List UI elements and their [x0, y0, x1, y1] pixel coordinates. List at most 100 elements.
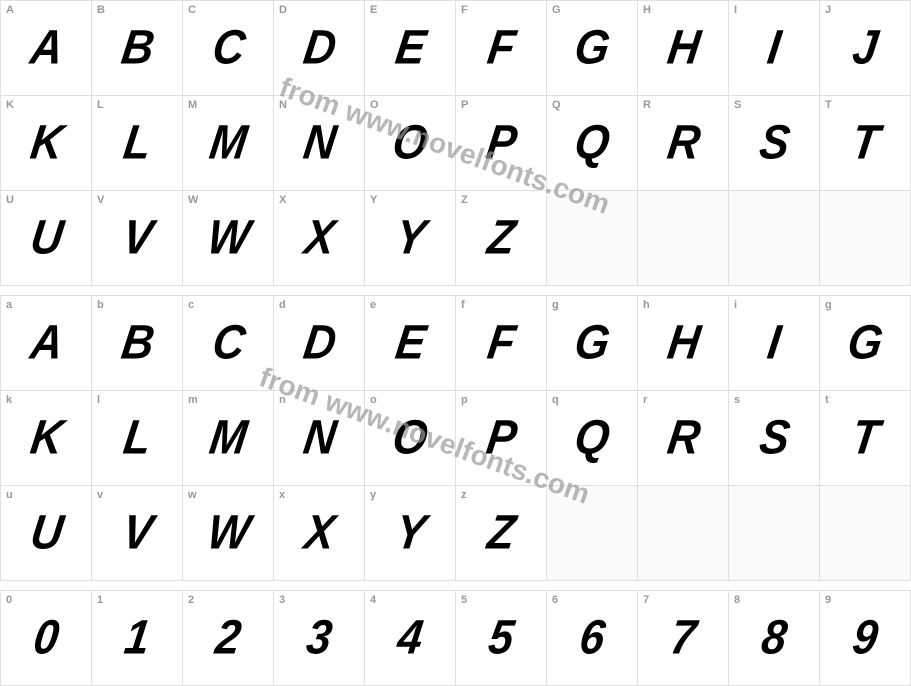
- glyph-display: E: [392, 316, 428, 371]
- cell-label: 8: [734, 594, 740, 606]
- glyph-cell: gG: [547, 296, 638, 391]
- glyph-cell: uU: [1, 486, 92, 581]
- glyph-cell: gG: [820, 296, 911, 391]
- glyph-display: 5: [485, 611, 516, 666]
- glyph-display: 6: [576, 611, 607, 666]
- cell-label: g: [552, 299, 559, 311]
- glyph-cell: iI: [729, 296, 820, 391]
- cell-label: O: [370, 99, 379, 111]
- glyph-display: F: [484, 21, 518, 76]
- glyph-display: L: [120, 116, 154, 171]
- cell-label: a: [6, 299, 12, 311]
- glyph-cell: dD: [274, 296, 365, 391]
- cell-label: C: [188, 4, 196, 16]
- glyph-display: Z: [484, 211, 518, 266]
- glyph-cell: tT: [820, 391, 911, 486]
- cell-label: H: [643, 4, 651, 16]
- glyph-display: I: [765, 21, 784, 76]
- glyph-cell: SS: [729, 96, 820, 191]
- glyph-display: N: [300, 116, 339, 171]
- glyph-display: P: [483, 411, 519, 466]
- glyph-cell: 22: [183, 591, 274, 686]
- glyph-cell: HH: [638, 1, 729, 96]
- glyph-display: Y: [392, 211, 428, 266]
- cell-label: h: [643, 299, 650, 311]
- cell-label: 7: [643, 594, 649, 606]
- glyph-display: H: [664, 316, 703, 371]
- glyph-cell: UU: [1, 191, 92, 286]
- glyph-cell: CC: [183, 1, 274, 96]
- glyph-cell: II: [729, 1, 820, 96]
- glyph-cell: bB: [92, 296, 183, 391]
- glyph-cell: nN: [274, 391, 365, 486]
- glyph-display: R: [664, 116, 703, 171]
- cell-label: G: [552, 4, 561, 16]
- cell-label: 0: [6, 594, 12, 606]
- cell-label: R: [643, 99, 651, 111]
- glyph-cell: MM: [183, 96, 274, 191]
- glyph-cell: qQ: [547, 391, 638, 486]
- glyph-cell: [729, 191, 820, 286]
- glyph-display: 1: [121, 611, 152, 666]
- cell-label: Z: [461, 194, 468, 206]
- cell-label: 1: [97, 594, 103, 606]
- glyph-cell: 33: [274, 591, 365, 686]
- glyph-display: J: [849, 21, 880, 76]
- glyph-display: F: [484, 316, 518, 371]
- cell-label: J: [825, 4, 831, 16]
- glyph-display: C: [209, 316, 248, 371]
- glyph-display: M: [206, 411, 249, 466]
- cell-label: Q: [552, 99, 561, 111]
- cell-label: x: [279, 489, 285, 501]
- cell-label: B: [97, 4, 105, 16]
- cell-label: N: [279, 99, 287, 111]
- glyph-display: K: [27, 116, 66, 171]
- glyph-display: P: [483, 116, 519, 171]
- glyph-cell: 55: [456, 591, 547, 686]
- cell-label: X: [279, 194, 286, 206]
- cell-label: T: [825, 99, 832, 111]
- glyph-display: N: [300, 411, 339, 466]
- cell-label: 2: [188, 594, 194, 606]
- cell-label: V: [97, 194, 104, 206]
- glyph-cell: JJ: [820, 1, 911, 96]
- cell-label: D: [279, 4, 287, 16]
- glyph-display: D: [300, 21, 339, 76]
- cell-label: o: [370, 394, 377, 406]
- glyph-display: S: [756, 411, 792, 466]
- glyph-cell: RR: [638, 96, 729, 191]
- glyph-cell: VV: [92, 191, 183, 286]
- glyph-cell: DD: [274, 1, 365, 96]
- glyph-cell: YY: [365, 191, 456, 286]
- glyph-cell: hH: [638, 296, 729, 391]
- glyph-display: Z: [484, 506, 518, 561]
- glyph-display: G: [845, 316, 886, 371]
- cell-label: l: [97, 394, 100, 406]
- glyph-cell: [638, 486, 729, 581]
- cell-label: A: [6, 4, 14, 16]
- cell-label: 4: [370, 594, 376, 606]
- cell-label: S: [734, 99, 741, 111]
- glyph-display: A: [27, 316, 66, 371]
- cell-label: U: [6, 194, 14, 206]
- glyph-cell: [729, 486, 820, 581]
- glyph-cell: aA: [1, 296, 92, 391]
- glyph-display: K: [27, 411, 66, 466]
- cell-label: b: [97, 299, 104, 311]
- glyph-display: S: [756, 116, 792, 171]
- cell-label: q: [552, 394, 559, 406]
- glyph-cell: zZ: [456, 486, 547, 581]
- cell-label: f: [461, 299, 465, 311]
- cell-label: 6: [552, 594, 558, 606]
- cell-label: e: [370, 299, 376, 311]
- glyph-display: U: [27, 211, 66, 266]
- cell-label: I: [734, 4, 737, 16]
- glyph-cell: PP: [456, 96, 547, 191]
- cell-label: t: [825, 394, 829, 406]
- glyph-cell: xX: [274, 486, 365, 581]
- glyph-cell: sS: [729, 391, 820, 486]
- glyph-cell: OO: [365, 96, 456, 191]
- glyph-cell: lL: [92, 391, 183, 486]
- glyph-cell: XX: [274, 191, 365, 286]
- glyph-cell: wW: [183, 486, 274, 581]
